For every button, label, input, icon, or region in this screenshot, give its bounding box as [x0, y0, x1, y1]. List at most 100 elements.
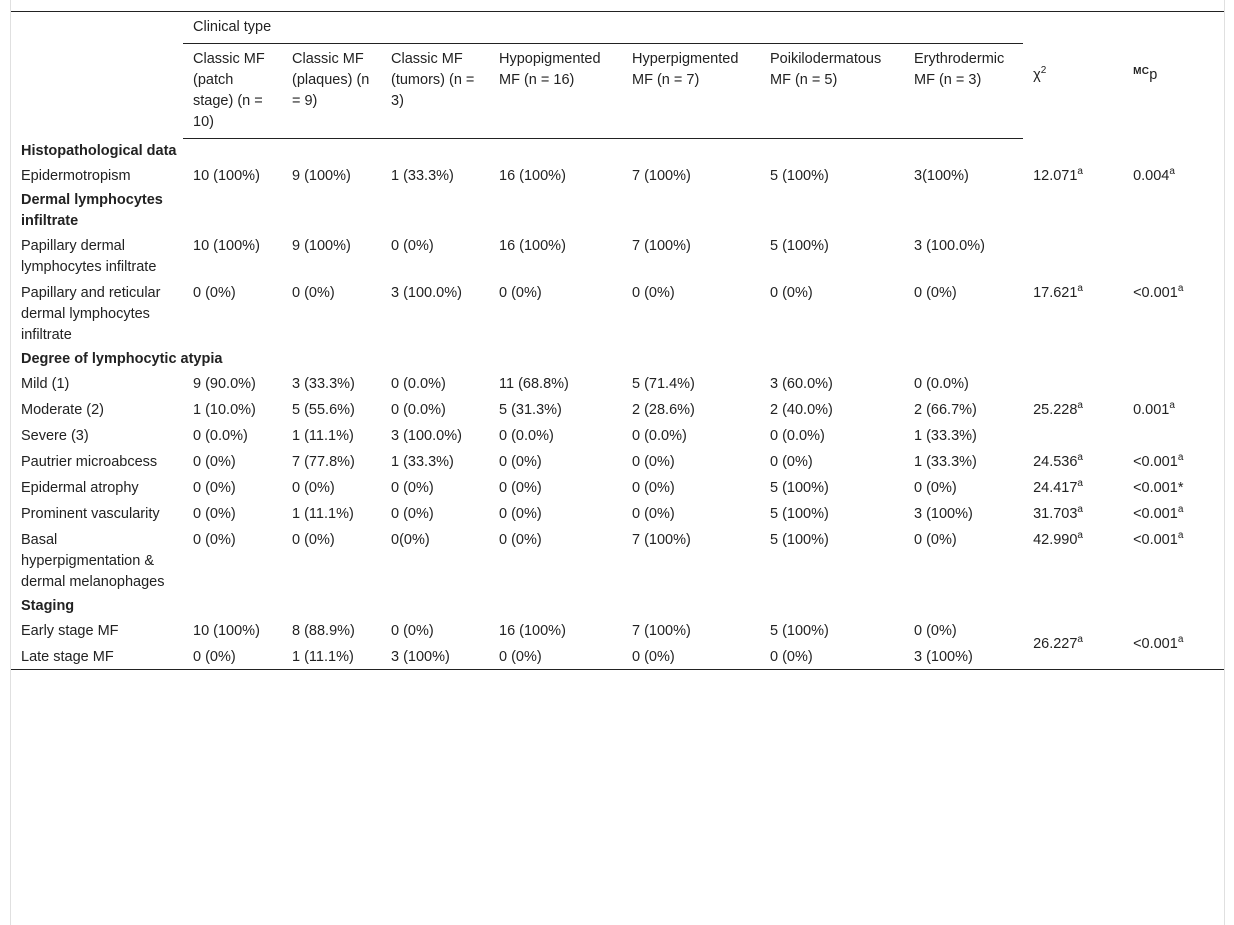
table-cell: 0 (0%): [193, 532, 236, 548]
table-cell: 1 (33.3%): [391, 454, 454, 470]
table-row: Papillary and reticular dermal lymphocyt…: [11, 279, 1224, 347]
table-cell: 0 (0%): [391, 623, 434, 639]
table-row: Pautrier microabcess 0 (0%) 7 (77.8%) 1 (33…: [11, 448, 1224, 474]
table-cell: 16 (100%): [499, 238, 566, 254]
table-cell: 0 (0%): [914, 285, 957, 301]
table-cell: 0 (0%): [499, 480, 542, 496]
row-label: Early stage MF: [21, 623, 119, 639]
chi-square-value: 24.536a: [1033, 452, 1083, 471]
table-row: Epidermal atrophy 0 (0%) 0 (0%) 0 (0%) 0 (0%…: [11, 474, 1224, 500]
table-cell: 0 (0%): [193, 649, 236, 665]
table-cell: 0 (0.0%): [632, 428, 687, 444]
table-cell: 11 (68.8%): [499, 376, 569, 392]
row-label: Pautrier microabcess: [21, 454, 158, 470]
table-cell: 1 (33.3%): [391, 168, 454, 184]
table-cell: 5 (100%): [770, 506, 829, 522]
column-header: Hyperpigmented MF (n = 7): [622, 43, 760, 139]
table-header: Clinical type χ2 MCp Classic MF (patch s…: [11, 11, 1224, 139]
table-cell: 0 (0%): [499, 649, 542, 665]
table-cell: 0 (0%): [193, 454, 236, 470]
table-cell: 1 (33.3%): [914, 428, 977, 444]
table-cell: 9 (100%): [292, 168, 351, 184]
corner-cell: [11, 12, 183, 139]
column-header: Classic MF (plaques) (n = 9): [282, 43, 381, 139]
table-row: Basal hyperpigmentation & dermal melanop…: [11, 526, 1224, 594]
table-row: Moderate (2) 1 (10.0%) 5 (55.6%) 0 (0.0%) 5 …: [11, 396, 1224, 422]
table-cell: 5 (100%): [770, 168, 829, 184]
table-cell: 5 (100%): [770, 480, 829, 496]
section-label: Dermal lymphocytes infiltrate: [21, 192, 163, 229]
row-label: Basal hyperpigmentation & dermal melanop…: [21, 532, 165, 590]
p-value: <0.001a: [1133, 283, 1184, 302]
table-cell: 3(100%): [914, 168, 969, 184]
table-container: Clinical type χ2 MCp Classic MF (patch s…: [10, 0, 1225, 925]
row-label: Late stage MF: [21, 649, 114, 665]
table-cell: 9 (90.0%): [193, 376, 256, 392]
column-header: Classic MF (tumors) (n = 3): [381, 43, 489, 139]
table-cell: 8 (88.9%): [292, 623, 355, 639]
row-label: Moderate (2): [21, 402, 105, 418]
table-cell: 0 (0%): [292, 480, 335, 496]
table-cell: 3 (100%): [391, 649, 450, 665]
table-cell: 2 (40.0%): [770, 402, 833, 418]
table-cell: 5 (31.3%): [499, 402, 562, 418]
table-cell: 0 (0%): [914, 623, 957, 639]
table-cell: 10 (100%): [193, 623, 260, 639]
table-cell: 0 (0%): [391, 480, 434, 496]
p-value: <0.001*: [1133, 480, 1184, 496]
table-cell: 0 (0%): [193, 285, 236, 301]
table-cell: 16 (100%): [499, 623, 566, 639]
section-row: Histopathological data: [11, 139, 1224, 163]
table-cell: 0 (0.0%): [391, 376, 446, 392]
table-cell: 0 (0.0%): [193, 428, 248, 444]
table-cell: 0 (0%): [632, 480, 675, 496]
table-cell: 0 (0%): [632, 285, 675, 301]
table-cell: 3 (100.0%): [391, 428, 462, 444]
table-cell: 10 (100%): [193, 168, 260, 184]
table-row: Papillary dermal lymphocytes infiltrate 1…: [11, 232, 1224, 279]
chi-square-value: 24.417a: [1033, 478, 1083, 497]
table-cell: 5 (100%): [770, 532, 829, 548]
table-cell: 0 (0.0%): [391, 402, 446, 418]
row-label: Epidermotropism: [21, 168, 131, 184]
table-cell: 0 (0%): [292, 285, 335, 301]
table-row: Epidermotropism 10 (100%) 9 (100%) 1 (33.3%…: [11, 162, 1224, 188]
table-cell: 0 (0%): [632, 506, 675, 522]
column-header: Hypopigmented MF (n = 16): [489, 43, 622, 139]
table-cell: 3 (60.0%): [770, 376, 833, 392]
row-label: Epidermal atrophy: [21, 480, 139, 496]
table-cell: 1 (10.0%): [193, 402, 256, 418]
chi-square-value: 12.071a: [1033, 166, 1083, 185]
row-label: Severe (3): [21, 428, 89, 444]
table-cell: 3 (100.0%): [914, 238, 985, 254]
table-cell: 7 (100%): [632, 168, 691, 184]
row-label: Mild (1): [21, 376, 70, 392]
chi-square-value: [1023, 232, 1123, 279]
chi-square-value: 31.703a: [1033, 504, 1083, 523]
results-table: Clinical type χ2 MCp Classic MF (patch s…: [11, 11, 1225, 670]
table-cell: 0 (0%): [499, 285, 542, 301]
p-value: <0.001a: [1133, 530, 1184, 549]
table-cell: 0 (0%): [914, 532, 957, 548]
table-row: Early stage MF 10 (100%) 8 (88.9%) 0 (0%) 16…: [11, 617, 1224, 652]
table-cell: 7 (100%): [632, 623, 691, 639]
table-cell: 0 (0%): [770, 454, 813, 470]
table-cell: 3 (100%): [914, 506, 973, 522]
table-body: Histopathological data Epidermotropism 10…: [11, 139, 1224, 670]
chi-square-value: 17.621a: [1033, 283, 1083, 302]
table-cell: 1 (33.3%): [914, 454, 977, 470]
p-value: 0.004a: [1133, 166, 1175, 185]
table-cell: 0 (0%): [632, 649, 675, 665]
p-value: <0.001a: [1133, 504, 1184, 523]
chi-square-value: 25.228a: [1033, 400, 1083, 419]
table-cell: 3 (33.3%): [292, 376, 355, 392]
table-cell: 2 (66.7%): [914, 402, 977, 418]
table-cell: 0 (0%): [499, 454, 542, 470]
table-cell: 0 (0%): [292, 532, 335, 548]
table-cell: 5 (100%): [770, 623, 829, 639]
table-cell: 0 (0%): [499, 506, 542, 522]
table-row: Severe (3) 0 (0.0%) 1 (11.1%) 3 (100.0%) 0 (…: [11, 422, 1224, 448]
table-cell: 5 (55.6%): [292, 402, 355, 418]
table-cell: 5 (71.4%): [632, 376, 695, 392]
p-value: [1123, 232, 1224, 279]
